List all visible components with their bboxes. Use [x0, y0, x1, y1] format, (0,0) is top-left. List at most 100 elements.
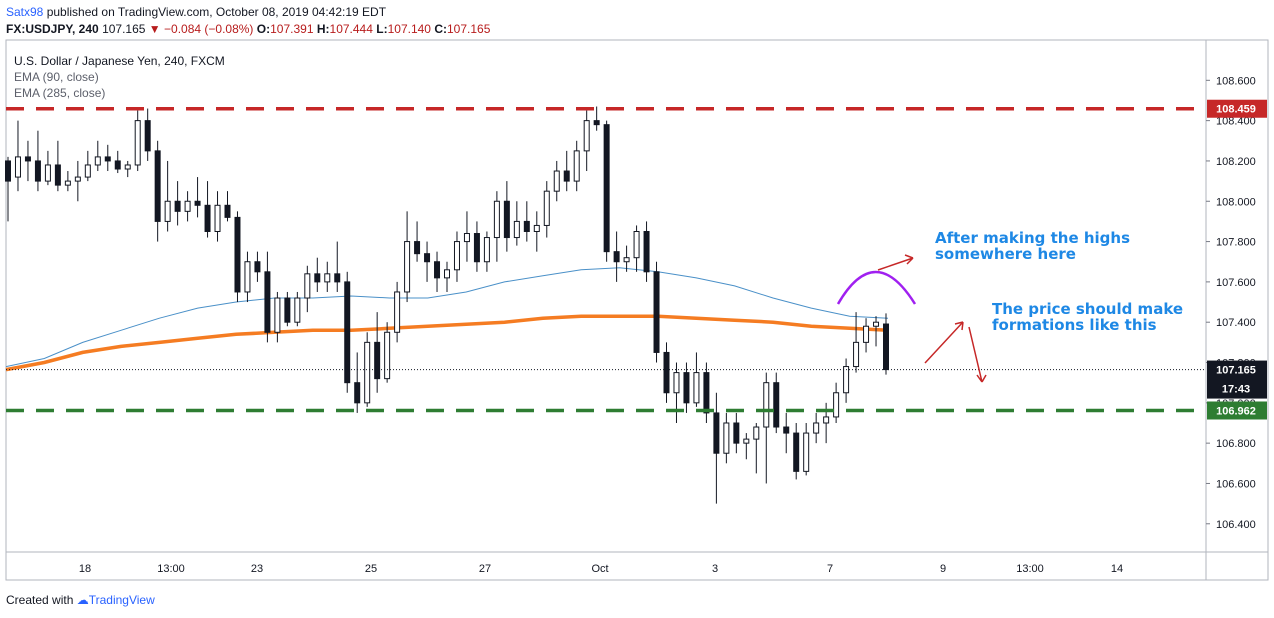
candle-down [603, 124, 610, 253]
annotation-formations-text: The price should make formations like th… [992, 300, 1184, 334]
candle-down [114, 160, 121, 170]
candle-up [324, 273, 331, 283]
candle-up [84, 164, 91, 178]
candle-up [863, 325, 870, 343]
candle-down [773, 382, 780, 428]
y-tick-label: 108.000 [1216, 196, 1256, 208]
y-tick-label: 107.800 [1216, 237, 1256, 249]
candle-up [44, 164, 51, 182]
candle-up [483, 237, 490, 263]
candle-down [24, 156, 31, 162]
candle-down [104, 156, 111, 162]
candle-down [683, 372, 690, 404]
candle-up [493, 200, 500, 239]
chart-legend: U.S. Dollar / Japanese Yen, 240, FXCM EM… [14, 53, 225, 101]
candle-down [883, 323, 889, 371]
x-tick-label: 27 [479, 563, 491, 575]
candle-up [94, 156, 101, 166]
candle-up [533, 224, 540, 232]
resistance-price-label: 108.459 [1216, 104, 1256, 116]
tradingview-link[interactable]: TradingView [88, 593, 155, 607]
candle-down [224, 204, 231, 218]
ema90-line [5, 267, 889, 368]
last-price-label: 107.165 [1216, 365, 1256, 377]
candle-down [5, 160, 11, 182]
x-tick-label: 13:00 [157, 563, 185, 575]
created-with-text: Created with [6, 593, 74, 607]
footer: Created with ☁TradingView [6, 593, 155, 607]
candle-up [364, 341, 371, 404]
candle-down [414, 241, 421, 255]
candle-up [673, 372, 680, 394]
candle-up [633, 230, 640, 259]
candle-down [264, 271, 271, 333]
candle-down [563, 170, 570, 182]
candle-down [424, 253, 431, 263]
instrument-label: U.S. Dollar / Japanese Yen, 240, FXCM [14, 54, 225, 68]
symbol-header: FX:USDJPY, 240 107.165 ▼ −0.084 (−0.08%)… [6, 22, 490, 36]
candle-up [753, 426, 760, 440]
last-price-tag [1207, 360, 1267, 399]
y-tick-label: 106.600 [1216, 478, 1256, 490]
candle-up [763, 382, 770, 428]
candle-up [743, 438, 750, 444]
candle-down [613, 251, 620, 263]
author-link[interactable]: Satx98 [6, 5, 44, 19]
candle-down [503, 200, 510, 239]
candle-up [64, 180, 71, 186]
candle-up [803, 432, 810, 472]
x-tick-label: 23 [251, 563, 263, 575]
y-tick-label: 106.400 [1216, 519, 1256, 531]
annotation-highs-text: After making the highs somewhere here [935, 229, 1131, 263]
candle-down [204, 204, 211, 232]
candle-down [653, 271, 660, 353]
ema285-line [5, 314, 889, 372]
candle-down [144, 120, 151, 152]
candle-up [294, 297, 301, 323]
x-tick-label: 13:00 [1016, 563, 1044, 575]
y-tick-label: 108.400 [1216, 116, 1256, 128]
candle-down [254, 261, 261, 273]
support-price-label: 106.962 [1216, 405, 1256, 417]
candle-down [174, 200, 181, 212]
candle-up [823, 416, 830, 424]
publish-info: Satx98 published on TradingView.com, Oct… [6, 5, 386, 19]
candle-down [713, 412, 720, 454]
last-price-text: 107.165 [102, 22, 146, 36]
candle-down [473, 233, 480, 263]
x-tick-label: 14 [1111, 563, 1123, 575]
candle-up [134, 120, 141, 166]
candle-down [334, 273, 341, 283]
resistance-price-tag [1207, 99, 1267, 118]
candle-up [404, 241, 411, 293]
candle-down [703, 372, 710, 414]
candle-down [643, 230, 650, 273]
candle-up [623, 257, 630, 263]
candle-up [244, 261, 251, 293]
candle-up [184, 200, 191, 212]
candle-down [793, 432, 800, 472]
projected-arc [836, 270, 917, 305]
candle-up [543, 190, 550, 226]
candle-down [783, 426, 790, 434]
candle-up [463, 233, 470, 243]
candle-down [34, 160, 41, 182]
arrow-up-right-2 [924, 321, 964, 364]
candle-down [374, 341, 381, 380]
candle-up [274, 297, 281, 333]
x-tick-label: 7 [827, 563, 833, 575]
down-triangle-icon: ▼ [148, 22, 161, 36]
candle-up [723, 422, 730, 454]
candle-up [583, 120, 590, 152]
candle-up [453, 241, 460, 271]
y-tick-label: 106.800 [1216, 438, 1256, 450]
tradingview-logo-icon[interactable]: ☁ [76, 593, 89, 607]
x-tick-label: Oct [591, 563, 608, 575]
ohlc-values: O:107.391 H:107.444 L:107.140 C:107.165 [256, 22, 491, 36]
candle-up [853, 341, 860, 368]
candle-down [54, 164, 61, 186]
countdown-label: 17:43 [1222, 384, 1250, 396]
candle-up [14, 156, 21, 178]
publish-text: published on TradingView.com, October 08… [46, 5, 387, 19]
